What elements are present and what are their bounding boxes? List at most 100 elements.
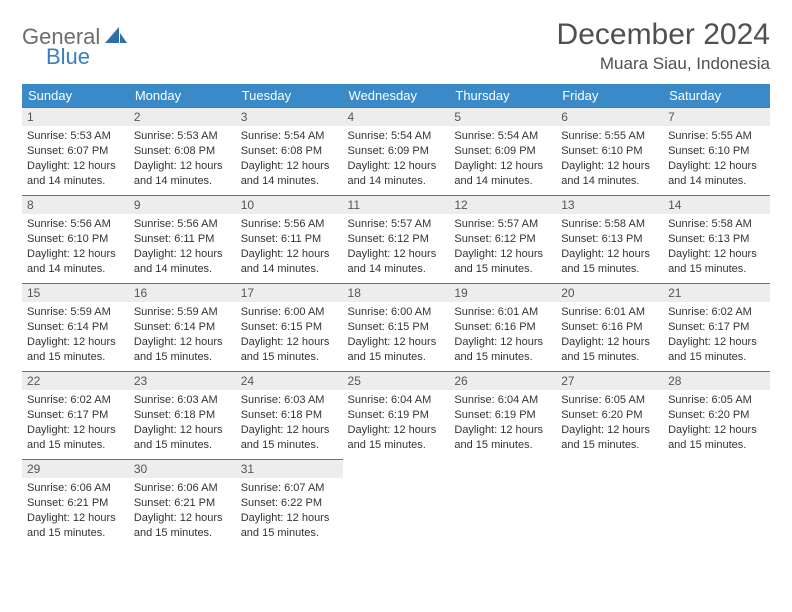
calendar-cell: 9Sunrise: 5:56 AMSunset: 6:11 PMDaylight… <box>129 195 236 283</box>
sunset-line: Sunset: 6:20 PM <box>561 408 658 423</box>
sunrise-line: Sunrise: 5:56 AM <box>241 217 338 232</box>
weekday-header: Monday <box>129 84 236 107</box>
daylight-line: Daylight: 12 hours and 15 minutes. <box>561 423 658 453</box>
day-number: 30 <box>129 460 236 478</box>
daylight-line: Daylight: 12 hours and 14 minutes. <box>241 247 338 277</box>
sunrise-line: Sunrise: 6:03 AM <box>241 393 338 408</box>
day-number: 3 <box>236 108 343 126</box>
sunset-line: Sunset: 6:15 PM <box>241 320 338 335</box>
sunset-line: Sunset: 6:17 PM <box>668 320 765 335</box>
daylight-line: Daylight: 12 hours and 15 minutes. <box>241 335 338 365</box>
sunrise-line: Sunrise: 5:53 AM <box>134 129 231 144</box>
calendar-cell: 26Sunrise: 6:04 AMSunset: 6:19 PMDayligh… <box>449 371 556 459</box>
day-number: 25 <box>343 372 450 390</box>
calendar-cell: 13Sunrise: 5:58 AMSunset: 6:13 PMDayligh… <box>556 195 663 283</box>
sunset-line: Sunset: 6:13 PM <box>668 232 765 247</box>
calendar-cell: 18Sunrise: 6:00 AMSunset: 6:15 PMDayligh… <box>343 283 450 371</box>
calendar-cell: 29Sunrise: 6:06 AMSunset: 6:21 PMDayligh… <box>22 459 129 547</box>
daylight-line: Daylight: 12 hours and 14 minutes. <box>27 159 124 189</box>
day-number: 13 <box>556 196 663 214</box>
day-number: 24 <box>236 372 343 390</box>
day-number: 8 <box>22 196 129 214</box>
daylight-line: Daylight: 12 hours and 15 minutes. <box>454 335 551 365</box>
daylight-line: Daylight: 12 hours and 15 minutes. <box>134 423 231 453</box>
daylight-line: Daylight: 12 hours and 15 minutes. <box>27 423 124 453</box>
calendar-row: 1Sunrise: 5:53 AMSunset: 6:07 PMDaylight… <box>22 107 770 195</box>
day-number: 23 <box>129 372 236 390</box>
calendar-page: General December 2024 Muara Siau, Indone… <box>0 0 792 547</box>
calendar-cell: 23Sunrise: 6:03 AMSunset: 6:18 PMDayligh… <box>129 371 236 459</box>
day-number: 7 <box>663 108 770 126</box>
daylight-line: Daylight: 12 hours and 15 minutes. <box>27 511 124 541</box>
sunset-line: Sunset: 6:21 PM <box>134 496 231 511</box>
day-number: 29 <box>22 460 129 478</box>
calendar-cell: 11Sunrise: 5:57 AMSunset: 6:12 PMDayligh… <box>343 195 450 283</box>
sunset-line: Sunset: 6:09 PM <box>348 144 445 159</box>
daylight-line: Daylight: 12 hours and 15 minutes. <box>561 335 658 365</box>
sunrise-line: Sunrise: 5:56 AM <box>134 217 231 232</box>
daylight-line: Daylight: 12 hours and 15 minutes. <box>348 423 445 453</box>
sunset-line: Sunset: 6:07 PM <box>27 144 124 159</box>
sunrise-line: Sunrise: 5:54 AM <box>454 129 551 144</box>
daylight-line: Daylight: 12 hours and 15 minutes. <box>134 335 231 365</box>
calendar-cell: 15Sunrise: 5:59 AMSunset: 6:14 PMDayligh… <box>22 283 129 371</box>
sunset-line: Sunset: 6:11 PM <box>134 232 231 247</box>
calendar-cell: 30Sunrise: 6:06 AMSunset: 6:21 PMDayligh… <box>129 459 236 547</box>
sunset-line: Sunset: 6:12 PM <box>454 232 551 247</box>
sunset-line: Sunset: 6:15 PM <box>348 320 445 335</box>
sunrise-line: Sunrise: 6:04 AM <box>348 393 445 408</box>
sunset-line: Sunset: 6:18 PM <box>134 408 231 423</box>
weekday-header: Tuesday <box>236 84 343 107</box>
calendar-cell: 22Sunrise: 6:02 AMSunset: 6:17 PMDayligh… <box>22 371 129 459</box>
brand-part2: Blue <box>46 44 90 69</box>
calendar-cell-empty <box>343 459 450 547</box>
sunrise-line: Sunrise: 6:04 AM <box>454 393 551 408</box>
calendar-cell: 27Sunrise: 6:05 AMSunset: 6:20 PMDayligh… <box>556 371 663 459</box>
daylight-line: Daylight: 12 hours and 15 minutes. <box>454 247 551 277</box>
sunset-line: Sunset: 6:16 PM <box>561 320 658 335</box>
sunrise-line: Sunrise: 5:56 AM <box>27 217 124 232</box>
sunrise-line: Sunrise: 6:02 AM <box>27 393 124 408</box>
sunrise-line: Sunrise: 6:01 AM <box>561 305 658 320</box>
sunset-line: Sunset: 6:11 PM <box>241 232 338 247</box>
day-number: 4 <box>343 108 450 126</box>
sunrise-line: Sunrise: 5:59 AM <box>27 305 124 320</box>
weekday-header-row: Sunday Monday Tuesday Wednesday Thursday… <box>22 84 770 107</box>
title-block: December 2024 Muara Siau, Indonesia <box>557 18 770 74</box>
sunrise-line: Sunrise: 6:00 AM <box>348 305 445 320</box>
day-number: 17 <box>236 284 343 302</box>
daylight-line: Daylight: 12 hours and 15 minutes. <box>668 423 765 453</box>
sunrise-line: Sunrise: 5:59 AM <box>134 305 231 320</box>
calendar-row: 15Sunrise: 5:59 AMSunset: 6:14 PMDayligh… <box>22 283 770 371</box>
calendar-row: 22Sunrise: 6:02 AMSunset: 6:17 PMDayligh… <box>22 371 770 459</box>
sunset-line: Sunset: 6:19 PM <box>348 408 445 423</box>
sunset-line: Sunset: 6:20 PM <box>668 408 765 423</box>
day-number: 31 <box>236 460 343 478</box>
sunset-line: Sunset: 6:13 PM <box>561 232 658 247</box>
sunset-line: Sunset: 6:18 PM <box>241 408 338 423</box>
daylight-line: Daylight: 12 hours and 14 minutes. <box>348 159 445 189</box>
sunset-line: Sunset: 6:09 PM <box>454 144 551 159</box>
sunrise-line: Sunrise: 6:02 AM <box>668 305 765 320</box>
calendar-cell: 16Sunrise: 5:59 AMSunset: 6:14 PMDayligh… <box>129 283 236 371</box>
sunset-line: Sunset: 6:14 PM <box>134 320 231 335</box>
sunset-line: Sunset: 6:08 PM <box>241 144 338 159</box>
day-number: 6 <box>556 108 663 126</box>
sunrise-line: Sunrise: 5:54 AM <box>348 129 445 144</box>
calendar-cell: 28Sunrise: 6:05 AMSunset: 6:20 PMDayligh… <box>663 371 770 459</box>
daylight-line: Daylight: 12 hours and 14 minutes. <box>241 159 338 189</box>
day-number: 18 <box>343 284 450 302</box>
sunrise-line: Sunrise: 6:07 AM <box>241 481 338 496</box>
day-number: 27 <box>556 372 663 390</box>
calendar-cell: 24Sunrise: 6:03 AMSunset: 6:18 PMDayligh… <box>236 371 343 459</box>
calendar-cell: 6Sunrise: 5:55 AMSunset: 6:10 PMDaylight… <box>556 107 663 195</box>
calendar-cell: 20Sunrise: 6:01 AMSunset: 6:16 PMDayligh… <box>556 283 663 371</box>
sunrise-line: Sunrise: 6:06 AM <box>134 481 231 496</box>
daylight-line: Daylight: 12 hours and 14 minutes. <box>454 159 551 189</box>
sunset-line: Sunset: 6:22 PM <box>241 496 338 511</box>
weekday-header: Saturday <box>663 84 770 107</box>
calendar-cell: 3Sunrise: 5:54 AMSunset: 6:08 PMDaylight… <box>236 107 343 195</box>
calendar-cell: 21Sunrise: 6:02 AMSunset: 6:17 PMDayligh… <box>663 283 770 371</box>
location-label: Muara Siau, Indonesia <box>557 54 770 74</box>
calendar-cell: 17Sunrise: 6:00 AMSunset: 6:15 PMDayligh… <box>236 283 343 371</box>
